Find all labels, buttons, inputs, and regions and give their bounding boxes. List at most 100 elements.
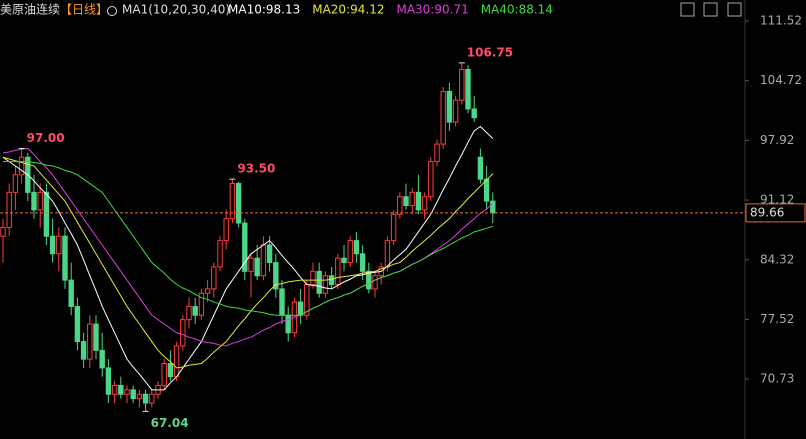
candle-body [273,262,279,290]
candle-body [111,384,118,395]
candle-body [434,143,440,163]
candle-body [99,349,105,369]
toolbar-button[interactable] [727,2,742,17]
candle-body [483,178,490,202]
candle-body [136,393,143,400]
ma-line [2,156,494,369]
candle-body [446,90,453,123]
candle-body [167,363,174,378]
candle-body [161,363,167,386]
period[interactable]: 【日线】 [60,3,108,17]
candle-body [335,257,341,286]
candle-body [43,191,50,237]
candle-body [490,200,496,214]
candle-body [87,323,93,360]
candle-body [223,218,229,242]
candle-body [80,341,87,360]
candle-body [459,68,465,101]
candle-body [347,240,353,264]
candle-body [310,270,316,286]
candle-body [12,174,19,193]
extreme-label: 67.04 [151,416,189,430]
candle-body [316,270,322,294]
candle-body [31,191,37,211]
candle-body [211,266,217,290]
candle-body [279,288,285,316]
candle-body [124,389,130,395]
ma-label: MA40:88.14 [481,3,553,17]
chart-title: 美原油连续 [0,2,60,17]
candle-body [105,367,112,395]
candle-body [62,235,68,281]
candle-body [403,196,409,207]
candle-body [328,275,335,286]
y-tick-label: 91.12 [760,193,794,207]
y-tick-label: 70.73 [760,372,794,386]
ma-line [2,125,494,391]
y-tick-label: 104.72 [760,73,802,87]
candle-body [465,68,471,110]
ma-label: MA30:90.71 [396,3,468,17]
candle-body [56,235,62,255]
candle-body [248,257,254,272]
candle-body [397,196,403,215]
ma-label: MA10:98.13 [228,3,300,17]
candle-body [477,156,484,180]
candle-body [242,222,248,272]
candle-body [409,191,415,207]
last-price-box [745,203,806,223]
candle-body [471,108,477,119]
y-tick-label: 77.52 [760,312,794,326]
candle-body [440,90,446,145]
candle-body [198,292,205,316]
indicator: MA1(10,20,30,40) [122,3,230,17]
candle-body [372,275,378,290]
candle-body [173,345,180,378]
candle-body [18,156,25,176]
candle-body [204,288,211,294]
candle-body [266,244,273,264]
extreme-label: 93.50 [237,162,275,176]
candle-body [415,191,422,211]
candle-body [254,257,260,277]
candle-body [217,240,223,268]
candle-body [297,301,304,316]
y-tick-label: 97.92 [760,133,794,147]
candle-body [285,314,291,334]
toolbar-button[interactable] [703,2,718,17]
candle-body [149,393,155,404]
candle-body [142,393,149,404]
candle-body [359,253,366,272]
candle-body [229,183,236,220]
candle-body [235,183,242,224]
toolbar-button[interactable] [680,2,695,17]
extreme-label: 106.75 [467,45,513,59]
candle-body [180,319,186,347]
candle-body [37,191,43,211]
candle-body [341,257,347,264]
y-tick-label: 84.32 [760,252,794,266]
extreme-label: 97.00 [27,131,65,145]
candle-body [118,384,124,395]
candle-body [366,270,372,290]
y-tick-label: 111.52 [760,14,802,28]
candle-body [74,305,81,343]
candle-body [49,235,56,255]
settings-icon[interactable] [107,6,117,16]
candle-body [0,226,6,237]
candle-body [130,389,136,400]
candle-body [68,279,74,307]
candle-body [452,99,459,123]
last-price-label: 89.66 [750,205,784,219]
candle-body [192,305,198,316]
candle-body [390,213,397,242]
candle-body [93,323,99,351]
candle-body [428,161,434,198]
ma-line [3,161,493,316]
candle-body [260,244,267,277]
candle-body [384,240,391,268]
candle-body [186,305,192,321]
